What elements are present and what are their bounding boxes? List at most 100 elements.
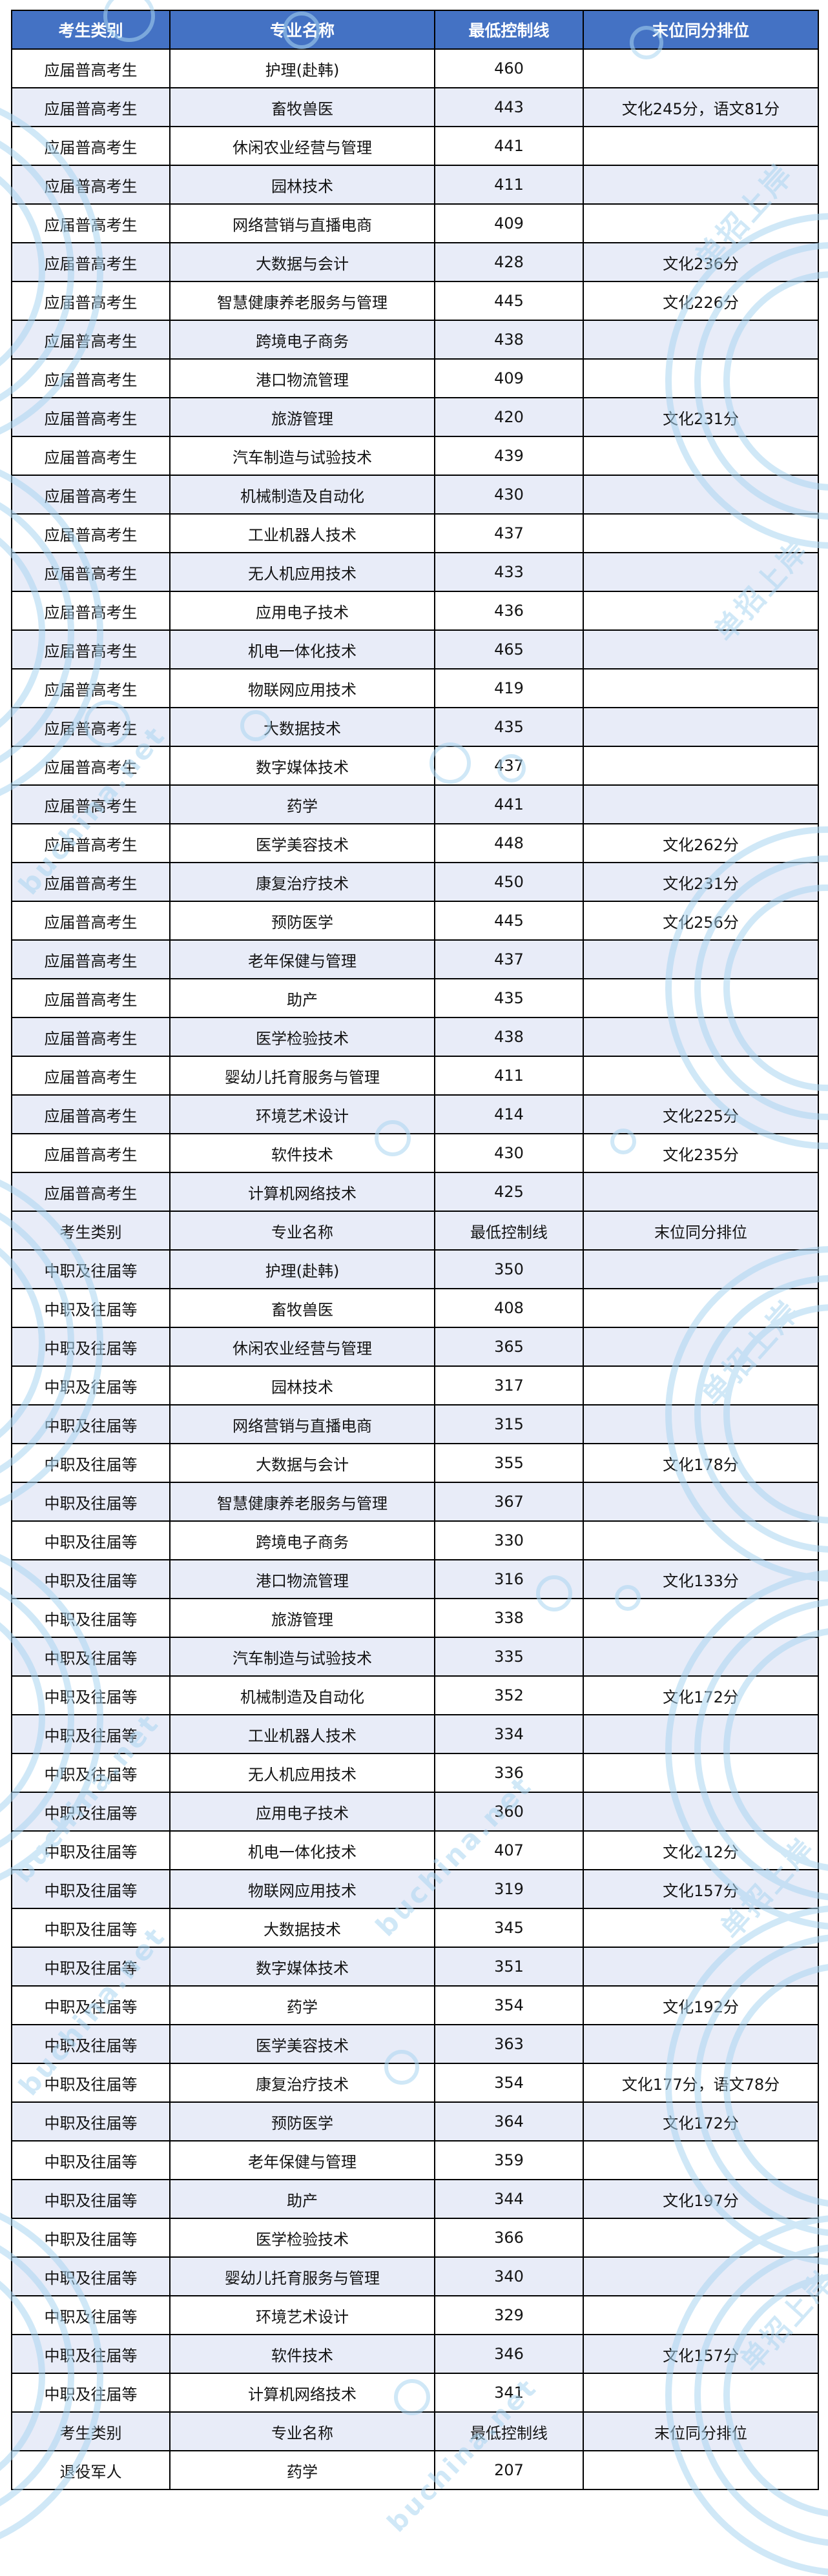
major-cell: 老年保健与管理 — [171, 2142, 435, 2180]
table-row: 中职及往届等 机械制造及自动化 352 文化172分 — [12, 1677, 819, 1715]
table-row: 应届普高考生 园林技术 411 — [12, 166, 819, 205]
major-cell: 老年保健与管理 — [171, 941, 435, 979]
major-cell: 康复治疗技术 — [171, 863, 435, 902]
major-cell: 汽车制造与试验技术 — [171, 1638, 435, 1677]
category-cell: 中职及往届等 — [12, 1444, 171, 1483]
score-cell: 445 — [435, 902, 584, 941]
major-cell: 助产 — [171, 2180, 435, 2219]
rank-cell: 文化226分 — [584, 282, 819, 321]
category-cell: 中职及往届等 — [12, 2180, 171, 2219]
category-cell: 中职及往届等 — [12, 2296, 171, 2335]
table-row: 中职及往届等 汽车制造与试验技术 335 — [12, 1638, 819, 1677]
score-cell: 340 — [435, 2258, 584, 2296]
category-cell: 应届普高考生 — [12, 979, 171, 1018]
rank-cell: 文化133分 — [584, 1560, 819, 1599]
header-rank: 末位同分排位 — [584, 1212, 819, 1251]
rank-cell: 文化256分 — [584, 902, 819, 941]
category-cell: 应届普高考生 — [12, 786, 171, 824]
table-row: 中职及往届等 无人机应用技术 336 — [12, 1754, 819, 1793]
table-header-row: 考生类别 专业名称 最低控制线 末位同分排位 — [12, 11, 819, 50]
rank-cell — [584, 1057, 819, 1096]
table-row: 中职及往届等 医学检验技术 366 — [12, 2219, 819, 2258]
major-cell: 物联网应用技术 — [171, 670, 435, 708]
rank-cell — [584, 1522, 819, 1560]
table-row: 应届普高考生 跨境电子商务 438 — [12, 321, 819, 360]
score-cell: 335 — [435, 1638, 584, 1677]
rank-cell — [584, 1599, 819, 1638]
rank-cell: 文化172分 — [584, 2103, 819, 2142]
table-row: 应届普高考生 智慧健康养老服务与管理 445 文化226分 — [12, 282, 819, 321]
score-cell: 359 — [435, 2142, 584, 2180]
major-cell: 医学检验技术 — [171, 1018, 435, 1057]
score-cell: 207 — [435, 2451, 584, 2490]
table-row: 应届普高考生 数字媒体技术 437 — [12, 747, 819, 786]
major-cell: 软件技术 — [171, 2335, 435, 2374]
category-cell: 应届普高考生 — [12, 515, 171, 553]
score-cell: 407 — [435, 1832, 584, 1870]
table-row: 应届普高考生 网络营销与直播电商 409 — [12, 205, 819, 243]
table-row: 应届普高考生 环境艺术设计 414 文化225分 — [12, 1096, 819, 1134]
major-cell: 医学美容技术 — [171, 824, 435, 863]
score-cell: 409 — [435, 360, 584, 398]
major-cell: 旅游管理 — [171, 1599, 435, 1638]
score-cell: 436 — [435, 592, 584, 631]
category-cell: 中职及往届等 — [12, 1870, 171, 1909]
rank-cell — [584, 476, 819, 515]
major-cell: 计算机网络技术 — [171, 2374, 435, 2413]
header-category: 考生类别 — [12, 2413, 171, 2451]
major-cell: 婴幼儿托育服务与管理 — [171, 1057, 435, 1096]
score-cell: 409 — [435, 205, 584, 243]
table-row: 中职及往届等 数字媒体技术 351 — [12, 1948, 819, 1987]
category-cell: 应届普高考生 — [12, 398, 171, 437]
category-cell: 应届普高考生 — [12, 902, 171, 941]
major-cell: 数字媒体技术 — [171, 747, 435, 786]
major-cell: 医学检验技术 — [171, 2219, 435, 2258]
category-cell: 应届普高考生 — [12, 708, 171, 747]
table-row: 应届普高考生 老年保健与管理 437 — [12, 941, 819, 979]
score-cell: 354 — [435, 2064, 584, 2103]
major-cell: 无人机应用技术 — [171, 553, 435, 592]
header-rank: 末位同分排位 — [584, 2413, 819, 2451]
rank-cell — [584, 1715, 819, 1754]
category-cell: 中职及往届等 — [12, 1987, 171, 2025]
category-cell: 中职及往届等 — [12, 1754, 171, 1793]
rank-cell — [584, 1793, 819, 1832]
rank-cell — [584, 1328, 819, 1367]
category-cell: 应届普高考生 — [12, 592, 171, 631]
rank-cell — [584, 1948, 819, 1987]
rank-cell: 文化197分 — [584, 2180, 819, 2219]
rank-cell — [584, 205, 819, 243]
category-cell: 中职及往届等 — [12, 2219, 171, 2258]
table-row: 中职及往届等 跨境电子商务 330 — [12, 1522, 819, 1560]
rank-cell — [584, 1909, 819, 1948]
major-cell: 旅游管理 — [171, 398, 435, 437]
score-cell: 360 — [435, 1793, 584, 1832]
major-cell: 网络营销与直播电商 — [171, 1406, 435, 1444]
score-cell: 351 — [435, 1948, 584, 1987]
category-cell: 应届普高考生 — [12, 1096, 171, 1134]
major-cell: 应用电子技术 — [171, 1793, 435, 1832]
category-cell: 中职及往届等 — [12, 2142, 171, 2180]
category-cell: 退役军人 — [12, 2451, 171, 2490]
rank-cell — [584, 553, 819, 592]
rank-cell: 文化231分 — [584, 863, 819, 902]
category-cell: 应届普高考生 — [12, 824, 171, 863]
rank-cell: 文化225分 — [584, 1096, 819, 1134]
score-cell: 438 — [435, 321, 584, 360]
rank-cell — [584, 2451, 819, 2490]
table-row: 中职及往届等 婴幼儿托育服务与管理 340 — [12, 2258, 819, 2296]
table-row: 中职及往届等 休闲农业经营与管理 365 — [12, 1328, 819, 1367]
major-cell: 休闲农业经营与管理 — [171, 127, 435, 166]
category-cell: 中职及往届等 — [12, 1715, 171, 1754]
rank-cell — [584, 747, 819, 786]
score-cell: 428 — [435, 243, 584, 282]
category-cell: 应届普高考生 — [12, 127, 171, 166]
category-cell: 应届普高考生 — [12, 360, 171, 398]
table-row: 应届普高考生 大数据技术 435 — [12, 708, 819, 747]
table-row: 中职及往届等 园林技术 317 — [12, 1367, 819, 1406]
major-cell: 护理(赴韩) — [171, 1251, 435, 1289]
score-cell: 334 — [435, 1715, 584, 1754]
rank-cell — [584, 708, 819, 747]
rank-cell — [584, 360, 819, 398]
category-cell: 中职及往届等 — [12, 1483, 171, 1522]
